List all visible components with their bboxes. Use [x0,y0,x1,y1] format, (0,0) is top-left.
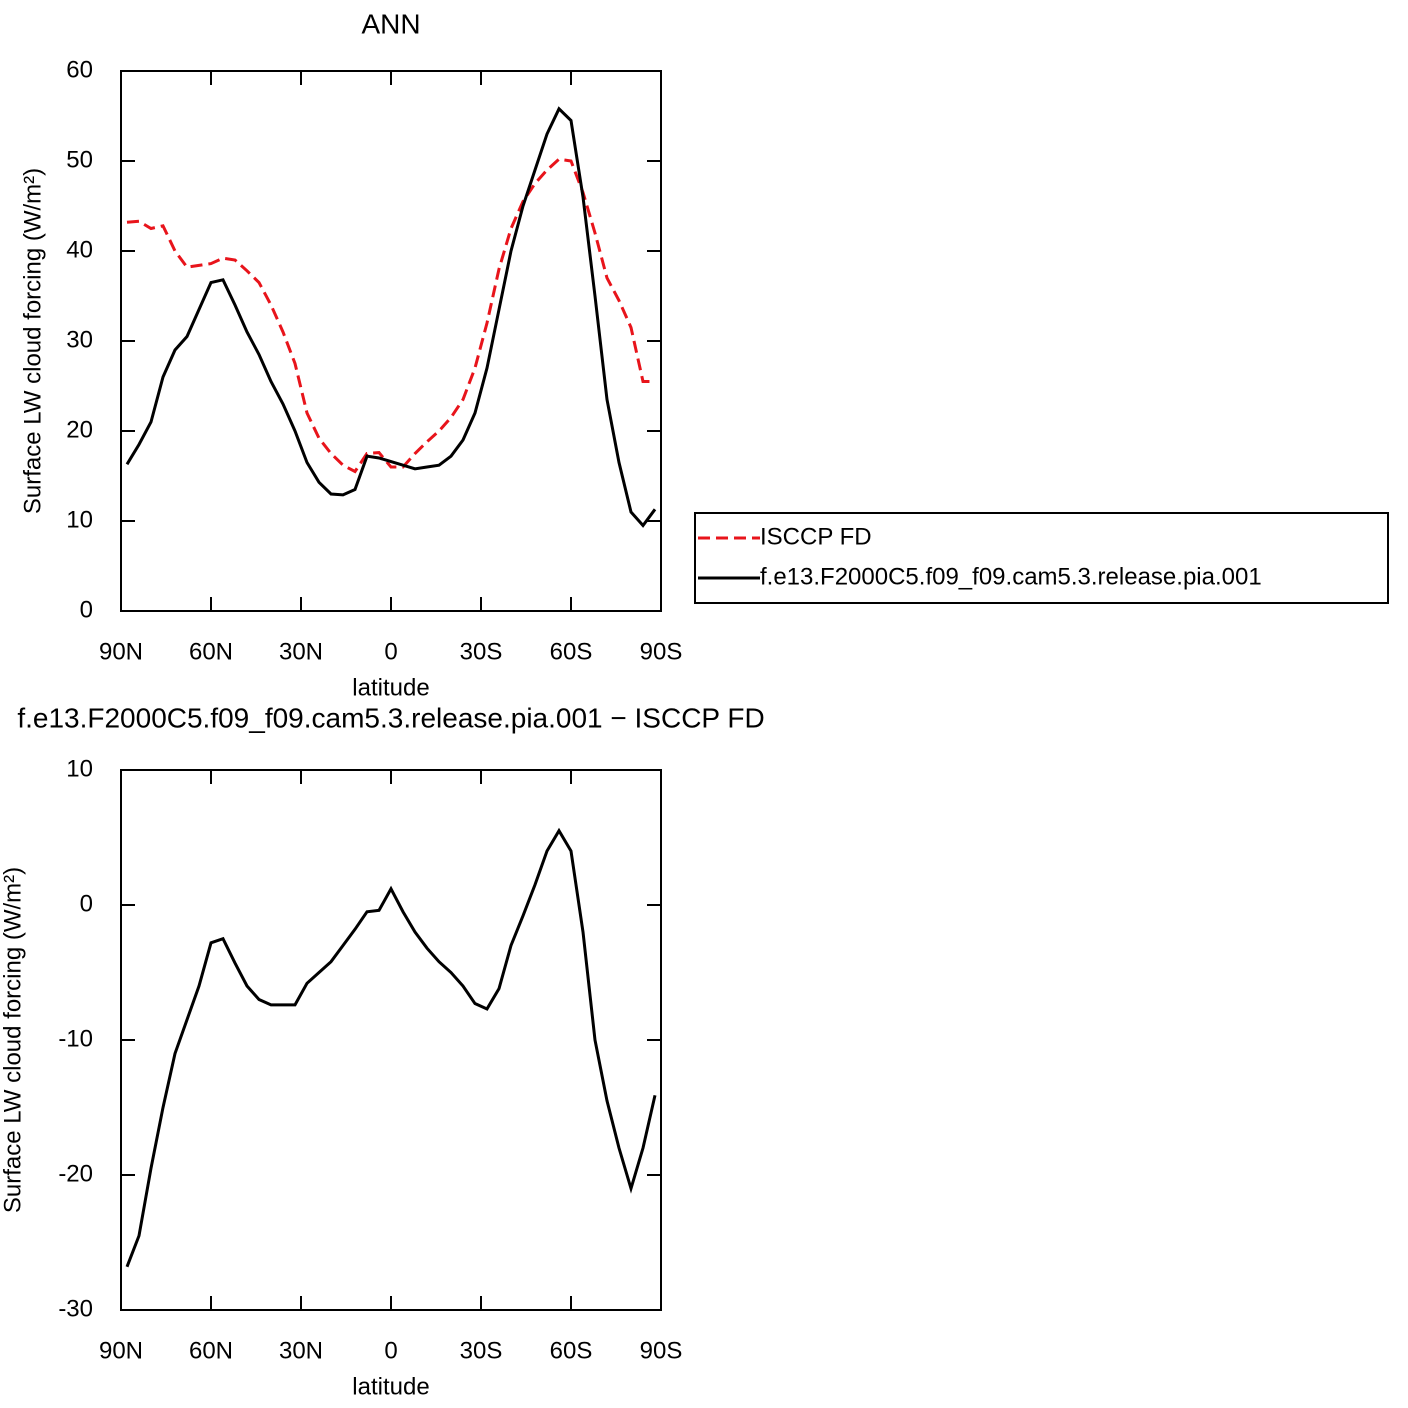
x-tick-label: 90S [640,638,683,665]
y-tick-label: -10 [58,1025,93,1052]
data-line [125,106,657,528]
y-tick-label: 0 [80,890,93,917]
y-tick-label: 10 [66,506,93,533]
y-tick-label: -20 [58,1160,93,1187]
y-tick-label: 30 [66,326,93,353]
legend-label: ISCCP FD [760,523,872,550]
chart-title: f.e13.F2000C5.f09_f09.cam5.3.release.pia… [17,702,764,733]
x-tick-label: 0 [384,1337,397,1364]
y-axis-title: Surface LW cloud forcing (W/m²) [19,168,46,514]
x-tick-label: 60S [550,1337,593,1364]
x-tick-label: 90N [99,638,143,665]
y-tick-label: 60 [66,56,93,83]
data-line [125,827,657,1268]
x-tick-label: 30N [279,1337,323,1364]
plot-frame [120,70,662,612]
data-line [126,157,655,474]
plot-frame [120,769,662,1311]
x-tick-label: 30S [460,1337,503,1364]
x-tick-label: 30N [279,638,323,665]
chart-title: ANN [361,8,420,39]
y-tick-label: -30 [58,1295,93,1322]
x-tick-label: 60N [189,638,233,665]
y-tick-label: 40 [66,236,93,263]
x-tick-label: 90N [99,1337,143,1364]
x-tick-label: 60S [550,638,593,665]
x-tick-label: 30S [460,638,503,665]
legend-label: f.e13.F2000C5.f09_f09.cam5.3.release.pia… [760,563,1262,590]
y-axis-title: Surface LW cloud forcing (W/m²) [0,867,26,1213]
y-tick-label: 10 [66,755,93,782]
x-axis-title: latitude [352,1373,429,1400]
x-tick-label: 90S [640,1337,683,1364]
y-tick-label: 50 [66,146,93,173]
x-tick-label: 60N [189,1337,233,1364]
legend-box [694,512,1389,604]
x-tick-label: 0 [384,638,397,665]
x-axis-title: latitude [352,674,429,701]
y-tick-label: 20 [66,416,93,443]
y-tick-label: 0 [80,596,93,623]
